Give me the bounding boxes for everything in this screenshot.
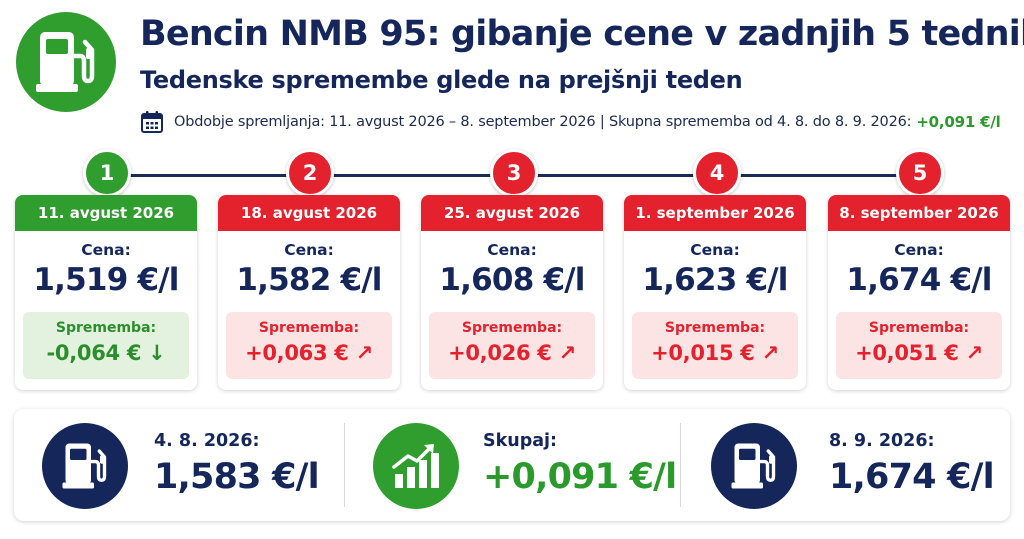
price-value: 1,519 €/l bbox=[33, 262, 179, 298]
total-value: +0,091 €/l bbox=[483, 457, 677, 497]
monitoring-period: Obdobje spremljanja: 11. avgust 2026 – 8… bbox=[140, 110, 1001, 134]
week-card-2: 18. avgust 2026 Cena: 1,582 €/l Sprememb… bbox=[218, 195, 400, 390]
end-date-label: 8. 9. 2026: bbox=[829, 431, 935, 451]
summary-end: 8. 9. 2026: 1,674 €/l bbox=[681, 409, 1010, 521]
fuel-pump-icon bbox=[711, 423, 797, 509]
week-date: 11. avgust 2026 bbox=[15, 195, 197, 231]
summary-total: Skupaj: +0,091 €/l bbox=[345, 409, 680, 521]
page-subtitle: Tedenske spremembe glede na prejšnji ted… bbox=[140, 66, 743, 94]
change-value: +0,015 € ↗ bbox=[651, 341, 779, 365]
change-label: Sprememba: bbox=[664, 320, 766, 336]
fuel-pump-icon bbox=[16, 12, 116, 112]
change-value: +0,026 € ↗ bbox=[448, 341, 576, 365]
fuel-pump-icon bbox=[42, 423, 128, 509]
change-box: Sprememba: +0,026 € ↗ bbox=[429, 312, 595, 379]
change-value: -0,064 € ↓ bbox=[46, 341, 166, 365]
week-date: 25. avgust 2026 bbox=[421, 195, 603, 231]
change-box: Sprememba: +0,063 € ↗ bbox=[226, 312, 392, 379]
change-label: Sprememba: bbox=[461, 320, 563, 336]
end-price-value: 1,674 €/l bbox=[829, 457, 995, 497]
period-text: Obdobje spremljanja: 11. avgust 2026 – 8… bbox=[174, 114, 912, 130]
change-label: Sprememba: bbox=[868, 320, 970, 336]
summary-start: 4. 8. 2026: 1,583 €/l bbox=[14, 409, 344, 521]
summary-panel: 4. 8. 2026: 1,583 €/l Skupaj: +0,091 €/l bbox=[14, 409, 1010, 521]
bar-chart-trend-icon bbox=[373, 423, 459, 509]
week-card-1: 11. avgust 2026 Cena: 1,519 €/l Sprememb… bbox=[15, 195, 197, 390]
change-value: +0,063 € ↗ bbox=[245, 341, 373, 365]
timeline: 1 2 3 4 5 bbox=[16, 145, 1008, 205]
change-box: Sprememba: +0,015 € ↗ bbox=[632, 312, 798, 379]
week-date: 18. avgust 2026 bbox=[218, 195, 400, 231]
step-3: 3 bbox=[490, 149, 538, 197]
price-label: Cena: bbox=[284, 241, 334, 259]
price-label: Cena: bbox=[487, 241, 537, 259]
price-value: 1,608 €/l bbox=[439, 262, 585, 298]
change-label: Sprememba: bbox=[55, 320, 157, 336]
step-5: 5 bbox=[896, 149, 944, 197]
calendar-icon bbox=[140, 110, 164, 134]
start-date-label: 4. 8. 2026: bbox=[154, 431, 260, 451]
price-label: Cena: bbox=[690, 241, 740, 259]
price-label: Cena: bbox=[894, 241, 944, 259]
divider bbox=[344, 423, 345, 507]
week-date: 1. september 2026 bbox=[624, 195, 806, 231]
step-2: 2 bbox=[286, 149, 334, 197]
total-label: Skupaj: bbox=[483, 431, 558, 451]
start-price-value: 1,583 €/l bbox=[154, 457, 320, 497]
step-4: 4 bbox=[693, 149, 741, 197]
change-label: Sprememba: bbox=[258, 320, 360, 336]
divider bbox=[680, 423, 681, 507]
price-value: 1,582 €/l bbox=[236, 262, 382, 298]
change-box: Sprememba: +0,051 € ↗ bbox=[836, 312, 1002, 379]
week-card-4: 1. september 2026 Cena: 1,623 €/l Spreme… bbox=[624, 195, 806, 390]
change-value: +0,051 € ↗ bbox=[855, 341, 983, 365]
price-value: 1,674 €/l bbox=[846, 262, 992, 298]
page-title: Bencin NMB 95: gibanje cene v zadnjih 5 … bbox=[140, 14, 1024, 54]
week-card-5: 8. september 2026 Cena: 1,674 €/l Spreme… bbox=[828, 195, 1010, 390]
price-value: 1,623 €/l bbox=[642, 262, 788, 298]
step-1: 1 bbox=[83, 149, 131, 197]
total-change-value: +0,091 €/l bbox=[916, 113, 1001, 131]
week-date: 8. september 2026 bbox=[828, 195, 1010, 231]
change-box: Sprememba: -0,064 € ↓ bbox=[23, 312, 189, 379]
week-card-3: 25. avgust 2026 Cena: 1,608 €/l Sprememb… bbox=[421, 195, 603, 390]
price-label: Cena: bbox=[81, 241, 131, 259]
